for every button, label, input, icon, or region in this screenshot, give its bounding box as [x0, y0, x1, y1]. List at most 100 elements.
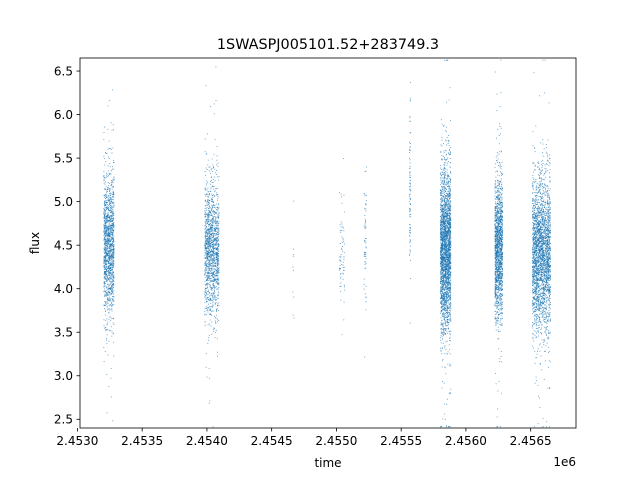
data-point	[209, 106, 211, 107]
data-point	[448, 224, 450, 226]
data-point	[343, 194, 345, 196]
data-point	[448, 205, 450, 207]
data-point	[205, 267, 207, 269]
data-point	[409, 242, 411, 244]
data-point	[111, 211, 113, 213]
data-point	[446, 309, 448, 311]
data-point	[446, 203, 448, 205]
data-point	[440, 226, 442, 228]
data-point	[445, 293, 446, 295]
data-point	[205, 239, 207, 241]
data-point	[206, 278, 207, 280]
data-point	[445, 272, 446, 274]
data-point	[365, 246, 367, 248]
data-point	[106, 264, 108, 266]
data-point	[207, 216, 209, 218]
data-point	[441, 200, 443, 202]
data-point	[205, 243, 207, 245]
data-point	[445, 250, 447, 252]
data-point	[207, 247, 209, 249]
data-point	[440, 216, 442, 218]
data-point	[448, 312, 450, 314]
data-point	[409, 115, 411, 117]
data-point	[448, 230, 450, 232]
data-point	[212, 236, 214, 238]
data-point	[106, 152, 108, 154]
data-point	[440, 222, 442, 224]
data-point	[409, 171, 411, 173]
data-point	[408, 208, 410, 210]
data-point	[106, 245, 108, 246]
data-point	[110, 277, 112, 279]
data-point	[105, 240, 107, 242]
data-point	[446, 307, 448, 309]
data-point	[446, 247, 448, 249]
data-point	[210, 251, 212, 253]
data-point	[111, 225, 113, 227]
data-point	[206, 238, 208, 240]
data-point	[444, 247, 446, 249]
data-point	[112, 209, 114, 211]
data-point	[217, 263, 218, 265]
data-point	[110, 272, 112, 274]
data-point	[215, 259, 217, 261]
data-point	[110, 245, 112, 246]
data-point	[212, 232, 214, 234]
data-point	[205, 241, 207, 243]
data-point	[445, 202, 446, 203]
data-point	[364, 356, 366, 358]
data-point	[206, 238, 208, 239]
data-point	[107, 261, 109, 263]
data-point	[105, 328, 107, 330]
data-point	[448, 233, 450, 235]
data-point	[111, 251, 113, 253]
data-point	[112, 300, 114, 302]
data-point	[104, 295, 106, 297]
data-point	[445, 328, 447, 330]
data-point	[111, 263, 113, 265]
data-point	[339, 268, 341, 270]
data-point	[108, 340, 110, 342]
data-point	[215, 282, 217, 284]
data-point	[105, 286, 107, 288]
data-point	[204, 243, 206, 245]
data-point	[206, 232, 208, 234]
data-point	[204, 311, 206, 313]
data-point	[446, 270, 448, 272]
data-point	[206, 301, 207, 303]
data-point	[113, 214, 115, 216]
data-point	[214, 168, 216, 170]
data-point	[446, 254, 448, 256]
data-point	[441, 309, 442, 311]
data-point	[106, 190, 108, 192]
data-point	[448, 231, 449, 233]
data-point	[214, 227, 215, 229]
data-point	[210, 254, 212, 256]
data-point	[209, 256, 211, 258]
data-point	[450, 147, 451, 149]
data-point	[442, 169, 444, 171]
data-point	[443, 228, 445, 230]
data-point	[441, 353, 443, 355]
data-point	[448, 280, 450, 282]
data-point	[112, 279, 114, 281]
data-point	[440, 324, 442, 326]
data-point	[214, 204, 216, 206]
data-point	[449, 392, 451, 394]
data-point	[445, 168, 447, 170]
data-point	[106, 258, 108, 260]
data-point	[441, 234, 443, 236]
data-point	[105, 264, 106, 266]
data-point	[206, 255, 208, 257]
data-point	[208, 236, 210, 238]
data-point	[209, 259, 211, 261]
data-point	[449, 312, 451, 314]
data-point	[441, 331, 442, 333]
data-point	[109, 246, 111, 247]
data-point	[108, 267, 109, 269]
data-point	[216, 355, 218, 357]
data-point	[110, 229, 111, 231]
data-point	[215, 296, 217, 298]
data-point	[112, 292, 114, 294]
data-point	[443, 210, 445, 212]
